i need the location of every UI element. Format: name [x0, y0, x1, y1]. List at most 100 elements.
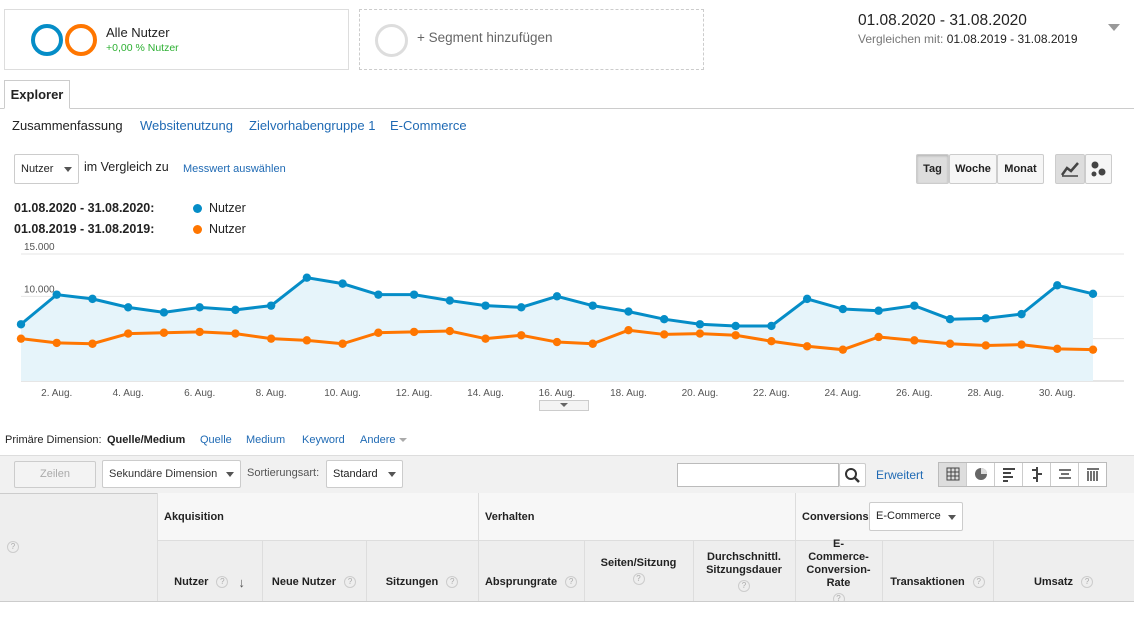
pie-chart-icon [975, 468, 987, 480]
column-header-label: Sitzungen [385, 575, 439, 588]
primary-dimension-label: Primäre Dimension: [5, 434, 102, 446]
date-range-chevron-down-icon[interactable] [1108, 24, 1120, 31]
data-point [481, 334, 490, 343]
help-icon[interactable]: ? [632, 573, 645, 585]
x-tick-label: 24. Aug. [825, 388, 862, 399]
help-icon[interactable]: ? [216, 576, 229, 588]
sort-select-value: Standard [333, 468, 378, 480]
grid-icon [946, 467, 960, 481]
view-percentage-button[interactable] [967, 463, 995, 486]
metric-select[interactable]: Nutzer [14, 154, 79, 184]
column-header-label: Nutzer [174, 575, 209, 588]
help-icon[interactable]: ? [344, 576, 357, 588]
column-header-label: Absprungrate [484, 575, 558, 588]
x-tick-label: 20. Aug. [682, 388, 719, 399]
dimension-help-icon[interactable]: ? [7, 541, 19, 553]
column-separator [584, 541, 585, 634]
column-header[interactable]: Nutzer? ↓ [161, 545, 258, 597]
subtab-ecommerce[interactable]: E-Commerce [390, 118, 467, 133]
column-header[interactable]: Sitzungen? [370, 545, 474, 597]
advanced-filter-link[interactable]: Erweitert [876, 468, 924, 482]
data-point [660, 330, 669, 339]
date-range-compare: Vergleichen mit: 01.08.2019 - 31.08.2019 [858, 32, 1078, 46]
data-point [695, 329, 705, 338]
dimension-source-medium[interactable]: Quelle/Medium [107, 434, 186, 446]
group-conversions: Conversions [802, 511, 869, 523]
column-header[interactable]: Umsatz? [997, 545, 1130, 597]
tab-bar-border [0, 108, 1134, 109]
subtab-goal-set[interactable]: Zielvorhabengruppe 1 [249, 118, 376, 133]
column-header[interactable]: Seiten/Sitzung? [588, 545, 689, 597]
x-tick-label: 18. Aug. [610, 388, 647, 399]
x-tick-label: 26. Aug. [896, 388, 933, 399]
column-separator [693, 541, 694, 634]
select-metric-link[interactable]: Messwert auswählen [183, 163, 286, 175]
granularity-week-button[interactable]: Woche [949, 154, 997, 184]
data-point [874, 306, 883, 315]
comparison-icon [1032, 467, 1042, 482]
column-header-label: Transaktionen [890, 575, 965, 588]
date-range-picker[interactable]: 01.08.2020 - 31.08.2020 Vergleichen mit:… [858, 12, 1120, 48]
subtab-summary[interactable]: Zusammenfassung [12, 118, 123, 133]
legend-orange-dot-icon [193, 225, 202, 235]
chart-collapse-caret-icon [560, 403, 568, 407]
show-rows-button[interactable]: Zeilen darstellen [14, 461, 96, 505]
data-point [124, 303, 133, 312]
column-header[interactable]: Neue Nutzer? [266, 545, 362, 597]
motion-chart-button[interactable] [1085, 154, 1112, 184]
data-point [624, 307, 633, 316]
add-segment-button[interactable]: + Segment hinzufügen [359, 9, 704, 70]
data-point [695, 320, 705, 329]
granularity-month-button[interactable]: Monat [997, 154, 1044, 184]
column-header-label: Neue Nutzer [271, 575, 337, 588]
view-comparison-button[interactable] [1023, 463, 1051, 486]
column-header[interactable]: Absprungrate? [482, 545, 580, 597]
secondary-dimension-select[interactable]: Sekundäre Dimension [102, 460, 241, 488]
chart-collapse-handle[interactable] [539, 400, 589, 411]
sort-select-caret-icon [388, 472, 396, 477]
view-pivot-button[interactable] [1079, 463, 1107, 486]
dimension-other-dropdown[interactable]: Andere [360, 434, 407, 446]
data-point [88, 339, 97, 348]
help-icon[interactable]: ? [972, 576, 985, 588]
column-separator [993, 541, 994, 634]
subtab-site-usage[interactable]: Websitenutzung [140, 118, 233, 133]
data-point [159, 308, 169, 317]
sort-select[interactable]: Standard [326, 460, 403, 488]
column-header[interactable]: E-Commerce-Conversion-Rate? [799, 538, 878, 605]
table-search-button[interactable] [839, 463, 866, 487]
dimension-keyword[interactable]: Keyword [302, 434, 345, 446]
segment-all-users[interactable]: Alle Nutzer +0,00 % Nutzer [4, 9, 349, 70]
x-tick-label: 8. Aug. [256, 388, 287, 399]
column-separator [795, 541, 796, 634]
help-icon[interactable]: ? [738, 579, 750, 592]
data-point [910, 336, 919, 345]
tab-explorer[interactable]: Explorer [4, 80, 70, 109]
help-icon[interactable]: ? [1081, 576, 1094, 588]
line-chart-icon [1060, 162, 1079, 177]
pivot-icon [1087, 468, 1099, 481]
x-tick-label: 10. Aug. [324, 388, 361, 399]
metric-select-value: Nutzer [21, 163, 54, 175]
line-chart-button[interactable] [1055, 154, 1085, 184]
help-icon[interactable]: ? [446, 576, 459, 588]
dimension-medium[interactable]: Medium [246, 434, 286, 446]
conversion-type-select[interactable]: E-Commerce [869, 502, 963, 531]
data-point [445, 326, 454, 336]
column-header[interactable]: Durchschnittl. Sitzungsdauer? [697, 545, 791, 597]
data-point [88, 294, 97, 304]
sort-arrow-icon[interactable]: ↓ [238, 574, 245, 590]
term-cloud-icon [1059, 469, 1071, 479]
data-point [802, 342, 812, 351]
view-data-button[interactable] [939, 463, 967, 486]
view-performance-button[interactable] [995, 463, 1023, 486]
column-header[interactable]: Transaktionen? [886, 545, 989, 597]
data-point [838, 304, 848, 314]
granularity-day-button[interactable]: Tag [916, 154, 949, 184]
view-term-cloud-button[interactable] [1051, 463, 1079, 486]
data-point [517, 303, 526, 312]
table-search-input[interactable] [677, 463, 839, 487]
x-tick-label: 28. Aug. [967, 388, 1004, 399]
help-icon[interactable]: ? [565, 576, 578, 588]
dimension-source[interactable]: Quelle [200, 434, 232, 446]
